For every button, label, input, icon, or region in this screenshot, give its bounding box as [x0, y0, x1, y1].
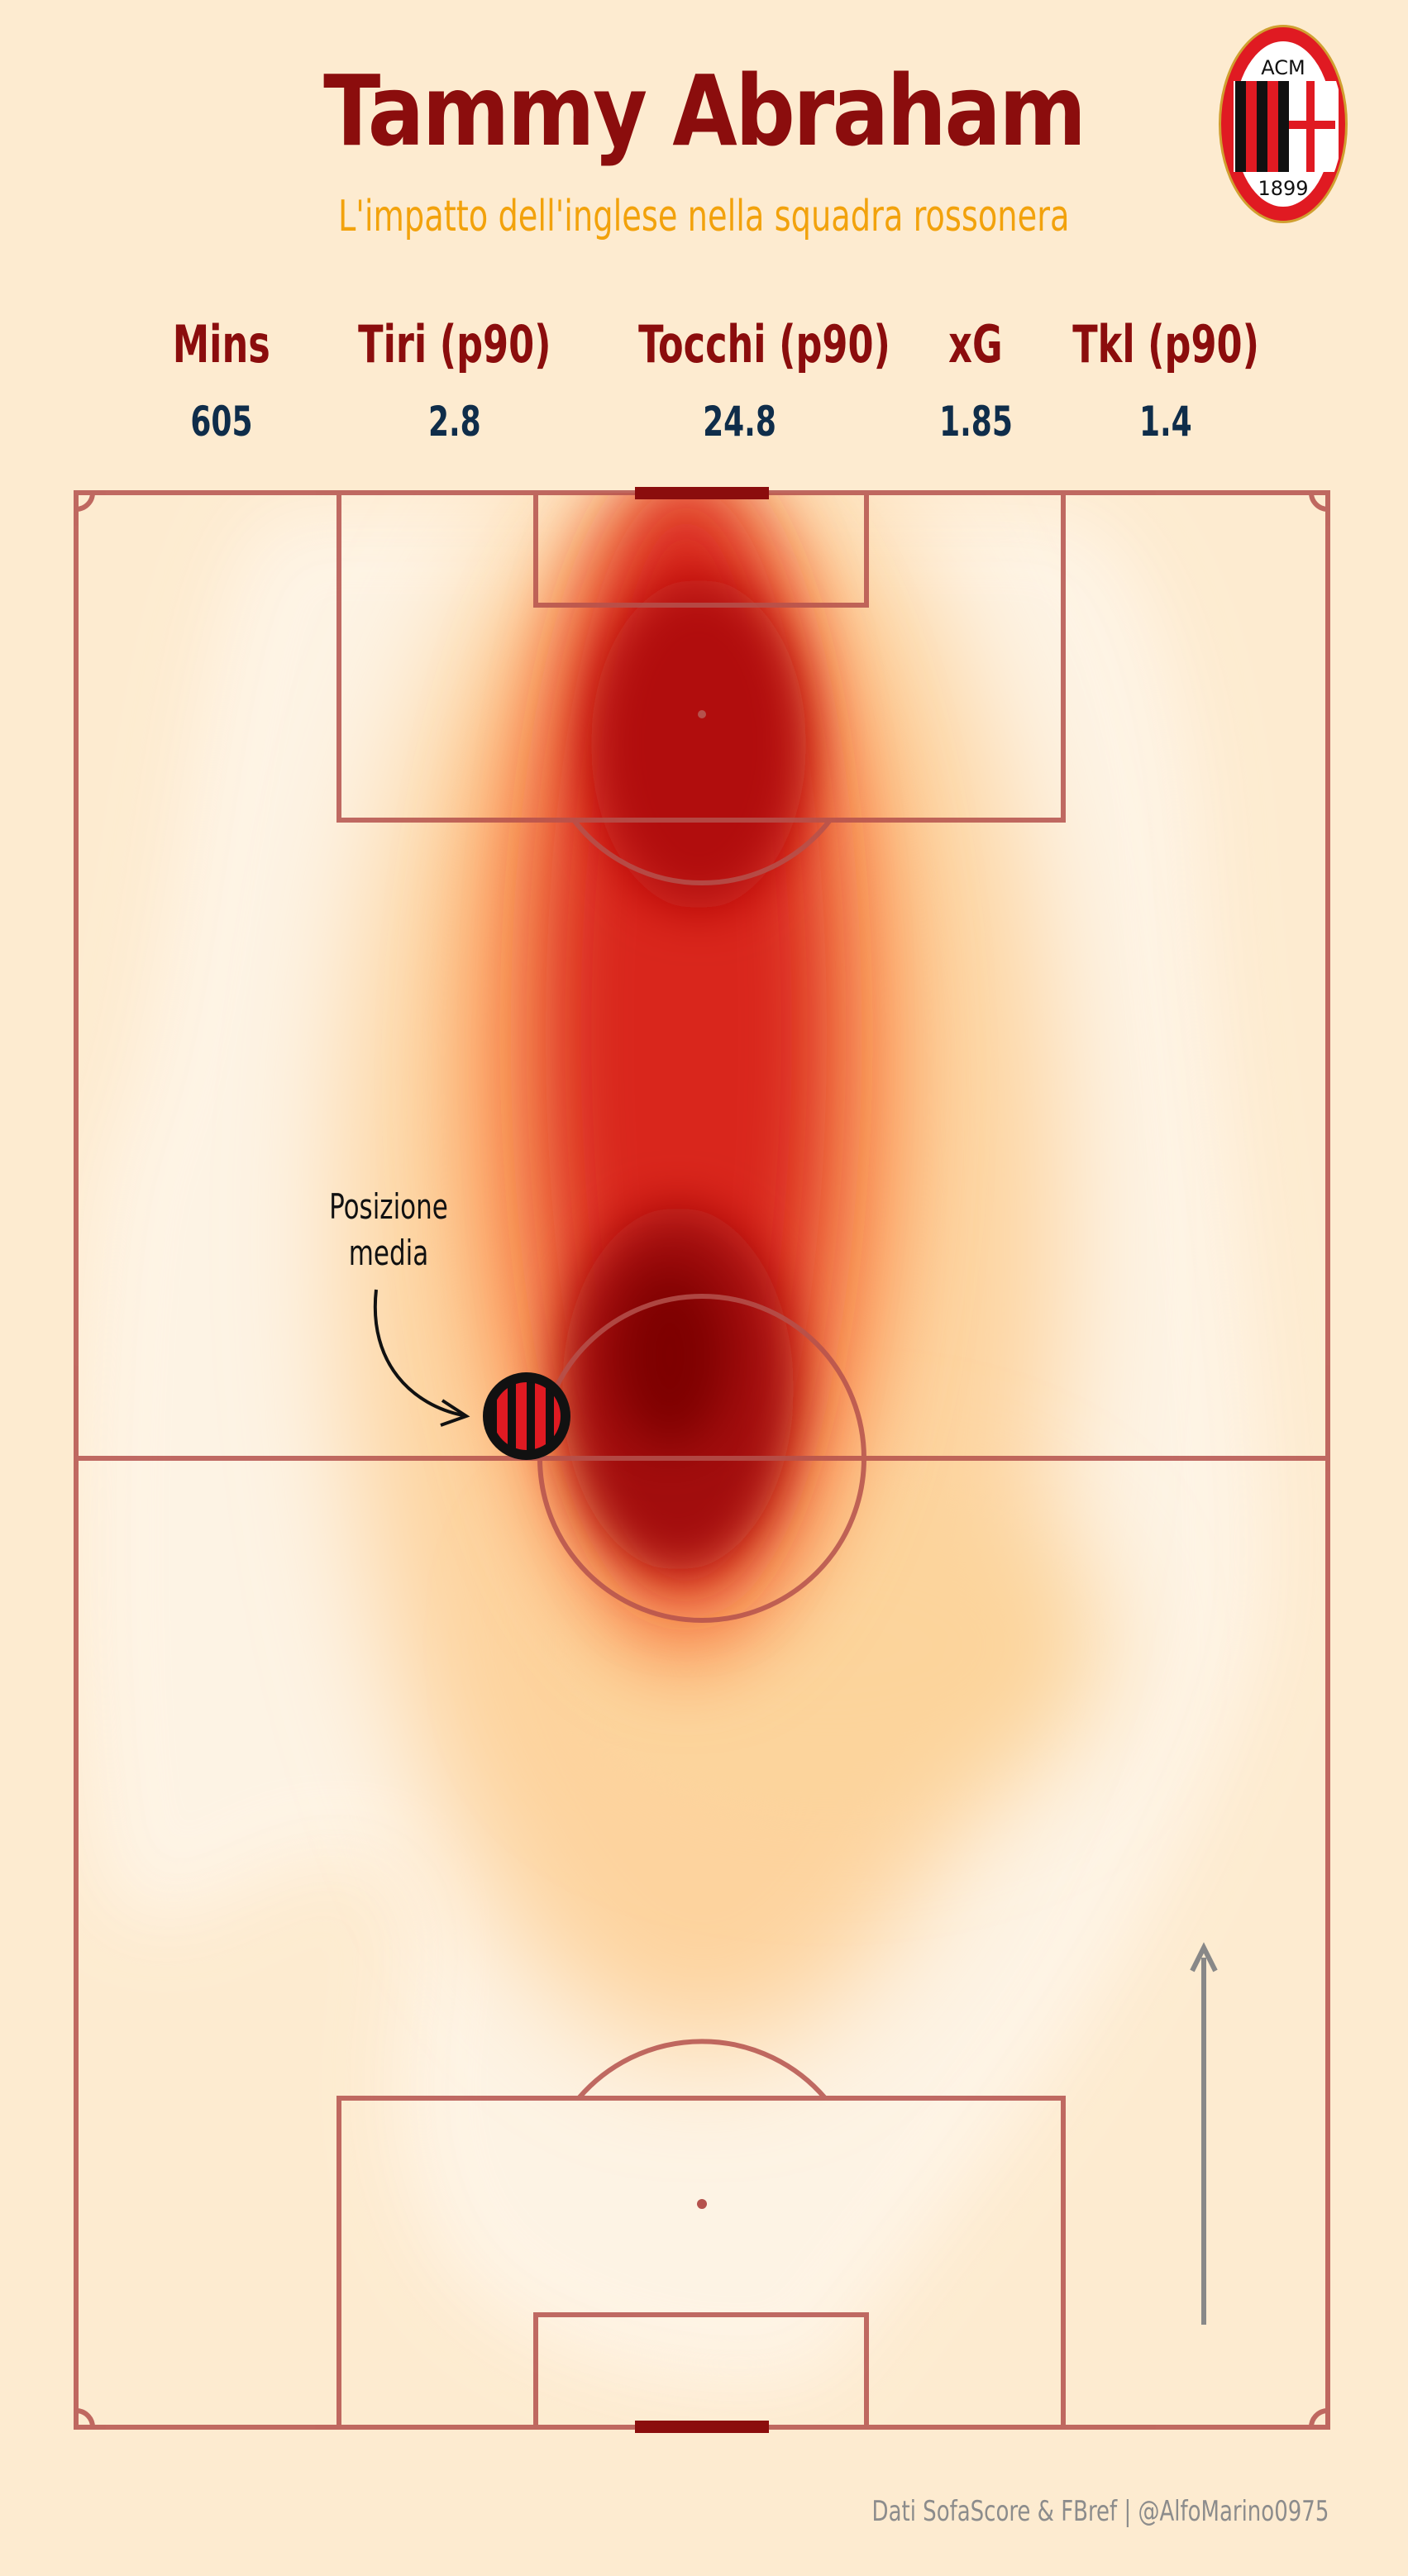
stat-value: 1.85: [938, 398, 1013, 446]
annotation-line1: Posizione: [329, 1186, 448, 1227]
centre-circle: [537, 1294, 866, 1623]
stat-value: 24.8: [702, 398, 776, 446]
average-position-marker: [483, 1372, 570, 1460]
page-title: Tammy Abraham: [323, 54, 1086, 168]
corner-arc: [75, 2408, 95, 2428]
stat-label: Tkl (p90): [1072, 314, 1259, 374]
heat-zone-red-upper: [591, 579, 806, 909]
heat-zone-peak: [612, 1265, 728, 1447]
stat-value: 1.4: [1139, 398, 1192, 446]
stat-label: Tocchi (p90): [638, 314, 890, 374]
page-subtitle: L'impatto dell'inglese nella squadra ros…: [337, 192, 1070, 241]
heatmap-layer: [81, 493, 1265, 2388]
corner-arc: [1309, 492, 1329, 512]
stat-xg: xG 1.85: [843, 314, 1108, 446]
arrow-head-icon: [1190, 1942, 1218, 1973]
penalty-arc-bottom: [576, 2039, 828, 2100]
stat-value: 605: [190, 398, 253, 446]
stat-label: Mins: [172, 314, 271, 374]
penalty-arc-top: [571, 818, 833, 885]
stat-mins: Mins 605: [89, 314, 354, 446]
annotation-arrow: [373, 1289, 464, 1417]
goal-bottom: [635, 2421, 769, 2433]
data-source-credit: Dati SofaScore & FBref | @AlfoMarino0975: [871, 2495, 1329, 2528]
stat-value: 2.8: [428, 398, 481, 446]
stat-label: xG: [948, 314, 1003, 374]
stat-label: Tiri (p90): [358, 314, 551, 374]
crest-text-top: ACM: [1261, 56, 1305, 79]
annotation-line2: media: [348, 1233, 429, 1273]
stat-shots: Tiri (p90) 2.8: [322, 314, 587, 446]
annotation-arrow-head-icon: [440, 1399, 470, 1427]
club-crest-logo: ACM 1899: [1219, 25, 1348, 223]
penalty-spot-bottom: [697, 2199, 707, 2209]
stat-tackles: Tkl (p90) 1.4: [1033, 314, 1298, 446]
stat-touches: Tocchi (p90) 24.8: [607, 314, 890, 446]
penalty-spot-top: [698, 710, 706, 718]
goal-top: [635, 487, 769, 499]
corner-arc: [75, 492, 95, 512]
average-position-annotation: Posizione media: [300, 1184, 476, 1276]
corner-arc: [1309, 2408, 1329, 2428]
crest-text-bottom: 1899: [1258, 177, 1308, 200]
